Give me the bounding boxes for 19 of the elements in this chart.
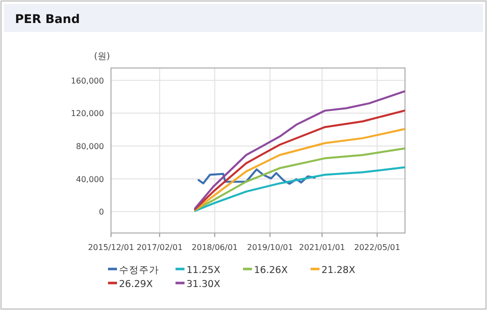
legend-label: 21.28X (322, 265, 356, 276)
x-tick-label: 2015/12/01 (88, 243, 134, 252)
y-axis-title: (원) (94, 52, 110, 62)
legend-label: 31.30X (186, 279, 221, 290)
x-tick-label: 2018/06/01 (192, 243, 238, 252)
title: PER Band (15, 12, 80, 26)
legend-label: 16.26X (254, 265, 288, 276)
x-tick-label: 2021/01/01 (299, 243, 346, 252)
x-tick-label: 2019/10/01 (246, 243, 294, 252)
y-tick-label: 40,000 (76, 174, 104, 184)
legend-label: 수정주가 (119, 265, 159, 276)
y-tick-label: 80,000 (76, 142, 104, 151)
y-tick-label: 160,000 (70, 76, 104, 86)
legend-label: 26.29X (119, 279, 154, 290)
legend-label: 11.25X (186, 265, 221, 276)
y-tick-label: 0 (98, 208, 104, 217)
x-tick-label: 2022/05/01 (354, 243, 400, 252)
y-tick-label: 120,000 (70, 109, 104, 118)
x-tick-label: 2017/02/01 (136, 243, 183, 252)
